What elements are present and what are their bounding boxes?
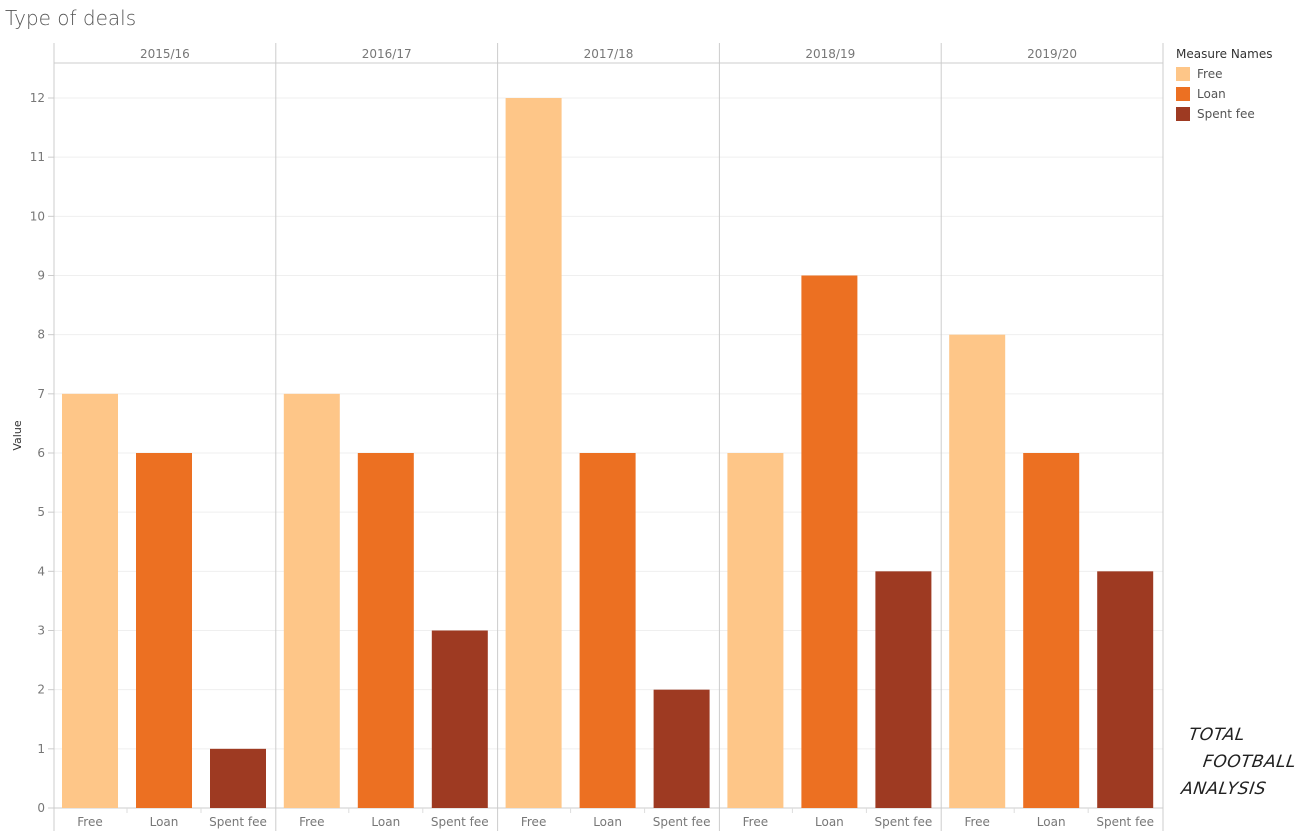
bar-loan: [357, 453, 414, 808]
y-tick-label: 8: [37, 328, 45, 342]
y-tick-label: 4: [37, 564, 45, 578]
y-tick-label: 11: [30, 150, 45, 164]
x-tick-label: Loan: [593, 815, 622, 829]
bar-loan: [801, 275, 858, 808]
y-tick-label: 6: [37, 446, 45, 460]
panel-header: 2019/20: [1027, 47, 1077, 61]
x-tick-label: Spent fee: [875, 815, 933, 829]
y-tick-label: 2: [37, 683, 45, 697]
panel-header: 2018/19: [805, 47, 855, 61]
y-tick-label: 10: [30, 209, 45, 223]
x-tick-label: Free: [521, 815, 546, 829]
y-tick-label: 1: [37, 742, 45, 756]
bar-loan: [136, 453, 192, 808]
legend: Measure Names Free Loan Spent fee: [1176, 47, 1272, 124]
legend-item-free[interactable]: Free: [1176, 64, 1272, 84]
x-tick-label: Spent fee: [653, 815, 711, 829]
bar-free: [283, 393, 340, 808]
bar-spent-fee: [875, 571, 932, 808]
x-tick-label: Loan: [371, 815, 400, 829]
logo-text: TOTAL: [1187, 725, 1247, 745]
logo-text: ANALYSIS: [1179, 779, 1268, 799]
chart-title: Type of deals: [5, 6, 137, 30]
x-tick-label: Free: [77, 815, 102, 829]
bar-free: [62, 393, 118, 808]
legend-swatch: [1176, 87, 1190, 101]
y-tick-label: 0: [37, 801, 45, 815]
y-tick-label: 7: [37, 387, 45, 401]
y-tick-label: 5: [37, 505, 45, 519]
bar-loan: [579, 453, 636, 808]
legend-item-spent-fee[interactable]: Spent fee: [1176, 104, 1272, 124]
bar-spent-fee: [210, 748, 266, 808]
panel-header: 2015/16: [140, 47, 190, 61]
legend-item-loan[interactable]: Loan: [1176, 84, 1272, 104]
x-tick-label: Spent fee: [431, 815, 489, 829]
x-tick-label: Loan: [150, 815, 179, 829]
bar-free: [505, 98, 562, 808]
x-tick-label: Spent fee: [1096, 815, 1154, 829]
y-axis-title: Value: [11, 420, 24, 450]
x-tick-label: Free: [299, 815, 324, 829]
x-tick-label: Loan: [1037, 815, 1066, 829]
total-football-analysis-logo: TOTAL FOOTBALL ANALYSIS: [1179, 722, 1302, 803]
x-tick-label: Free: [964, 815, 989, 829]
panel-header: 2017/18: [584, 47, 634, 61]
legend-swatch: [1176, 67, 1190, 81]
panel-header: 2016/17: [362, 47, 412, 61]
x-tick-label: Free: [743, 815, 768, 829]
legend-title: Measure Names: [1176, 47, 1273, 61]
bar-spent-fee: [431, 630, 488, 808]
legend-swatch: [1176, 107, 1190, 121]
y-tick-label: 3: [37, 624, 45, 638]
bar-loan: [1023, 453, 1080, 808]
y-tick-label: 9: [37, 269, 45, 283]
bar-spent-fee: [653, 689, 710, 808]
x-tick-label: Loan: [815, 815, 844, 829]
bar-free: [727, 453, 784, 808]
y-tick-label: 12: [30, 91, 45, 105]
x-tick-label: Spent fee: [209, 815, 267, 829]
bar-spent-fee: [1097, 571, 1154, 808]
logo-text: FOOTBALL: [1201, 752, 1298, 772]
bar-free: [949, 334, 1006, 808]
